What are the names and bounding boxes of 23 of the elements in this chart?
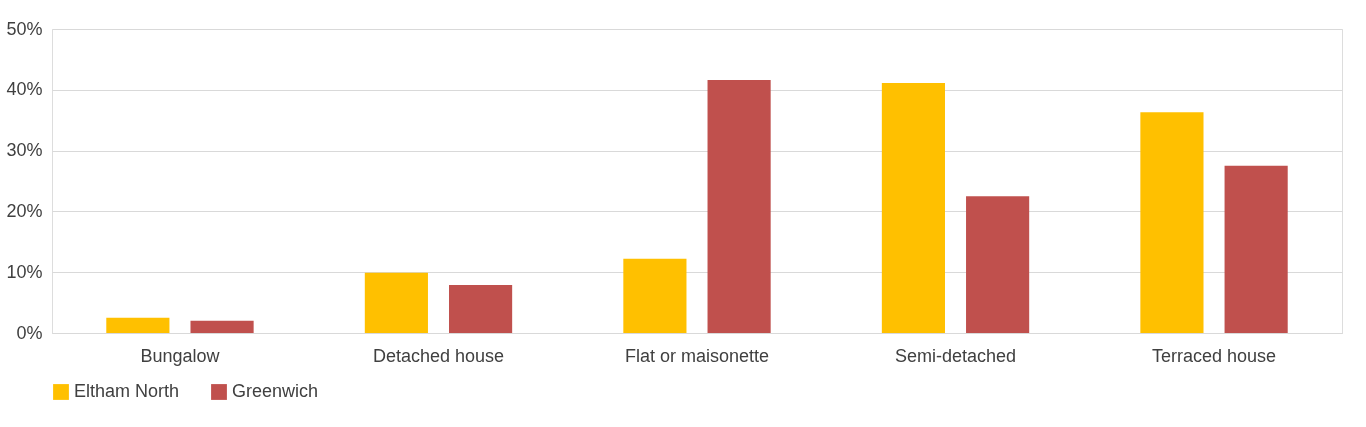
bar (966, 196, 1030, 333)
x-tick-label: Detached house (372, 345, 505, 366)
x-tick-label: Bungalow (140, 345, 221, 366)
x-tick-label: Flat or maisonette (624, 345, 770, 366)
y-tick-label: 10% (6, 261, 43, 282)
legend-label: Eltham North (74, 381, 180, 401)
bar (449, 284, 513, 333)
legend-label: Greenwich (232, 381, 319, 401)
y-tick-label: 40% (6, 79, 43, 100)
y-tick-label: 20% (6, 200, 43, 221)
bar (623, 258, 687, 333)
y-tick-label: 30% (6, 140, 43, 161)
x-tick-label: Semi-detached (894, 345, 1017, 366)
y-tick-label: 50% (6, 18, 43, 39)
bar (190, 320, 254, 333)
bar (1224, 165, 1288, 333)
bar (106, 317, 170, 333)
y-tick-label: 0% (16, 322, 43, 343)
bar (364, 272, 428, 333)
x-tick-label: Terraced house (1151, 345, 1277, 366)
bar (881, 83, 945, 333)
bar (1140, 112, 1204, 333)
bar (707, 80, 771, 333)
